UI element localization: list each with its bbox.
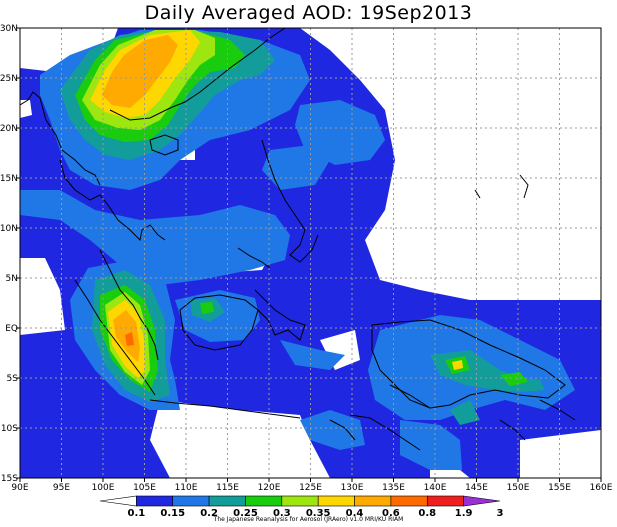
colorbar-swatch (390, 495, 428, 507)
lon-tick-label: 140E (424, 483, 447, 493)
colorbar-label: 0.8 (418, 508, 436, 519)
credit-text: The Japanese Reanalysis for Aerosol (JRA… (213, 516, 404, 523)
colorbar-label: 0.4 (346, 508, 364, 519)
axis-ticks (16, 27, 602, 482)
colorbar-label: 0.2 (200, 508, 218, 519)
lat-tick-label: 10N (0, 224, 18, 234)
lat-tick-labels: 30N 25N 20N 15N 10N 5N EQ 5S 10S 15S (0, 24, 18, 484)
lat-tick-label: 25N (0, 74, 18, 84)
colorbar-swatch (317, 495, 355, 507)
colorbar-swatch (426, 495, 464, 507)
colorbar-swatch (463, 495, 501, 507)
lon-tick-label: 150E (507, 483, 530, 493)
aod-low-regions (20, 28, 601, 478)
colorbar-label: 0.6 (382, 508, 400, 519)
colorbar-swatch (281, 495, 319, 507)
lon-tick-label: 100E (92, 483, 115, 493)
colorbar-label: 0.25 (233, 508, 258, 519)
lat-tick-label: 15S (1, 474, 18, 484)
lat-tick-label: EQ (5, 324, 18, 334)
lon-tick-label: 90E (11, 483, 28, 493)
colorbar-swatch (354, 495, 392, 507)
lat-tick-label: 10S (1, 424, 18, 434)
lat-tick-label: 5S (7, 374, 19, 384)
colorbar-label: 3 (497, 508, 504, 519)
lon-tick-label: 115E (216, 483, 239, 493)
colorbar-label: 0.15 (160, 508, 185, 519)
lat-tick-label: 15N (0, 174, 18, 184)
lon-tick-label: 120E (258, 483, 281, 493)
lon-tick-label: 160E (590, 483, 613, 493)
gridlines (20, 28, 601, 478)
colorbar-swatch (172, 495, 210, 507)
lon-tick-label: 130E (341, 483, 364, 493)
lat-tick-label: 30N (0, 24, 18, 34)
aod-dark-orange (125, 332, 134, 346)
colorbar-swatch (208, 495, 246, 507)
lon-tick-label: 105E (133, 483, 156, 493)
lat-tick-label: 5N (6, 274, 18, 284)
lon-tick-label: 110E (175, 483, 198, 493)
colorbar: 0.1 0.15 0.2 0.25 0.3 0.35 0.4 0.6 0.8 1.9 3 (99, 495, 504, 519)
colorbar-label: 1.9 (455, 508, 473, 519)
lon-tick-label: 95E (53, 483, 70, 493)
colorbar-swatch (99, 495, 137, 507)
lat-tick-label: 20N (0, 124, 18, 134)
colorbar-swatch (136, 495, 174, 507)
lon-tick-label: 145E (465, 483, 488, 493)
lon-tick-label: 125E (299, 483, 322, 493)
lon-tick-label: 155E (548, 483, 571, 493)
colorbar-label: 0.3 (273, 508, 291, 519)
colorbar-swatch (245, 495, 283, 507)
aod-field (20, 28, 601, 478)
lon-tick-labels: 90E 95E 100E 105E 110E 115E 120E 125E 130E 135E 14… (11, 483, 612, 493)
colorbar-label: 0.35 (306, 508, 331, 519)
colorbar-label: 0.1 (128, 508, 146, 519)
lon-tick-label: 135E (382, 483, 405, 493)
map-title: Daily Averaged AOD: 19Sep2013 (144, 2, 473, 24)
